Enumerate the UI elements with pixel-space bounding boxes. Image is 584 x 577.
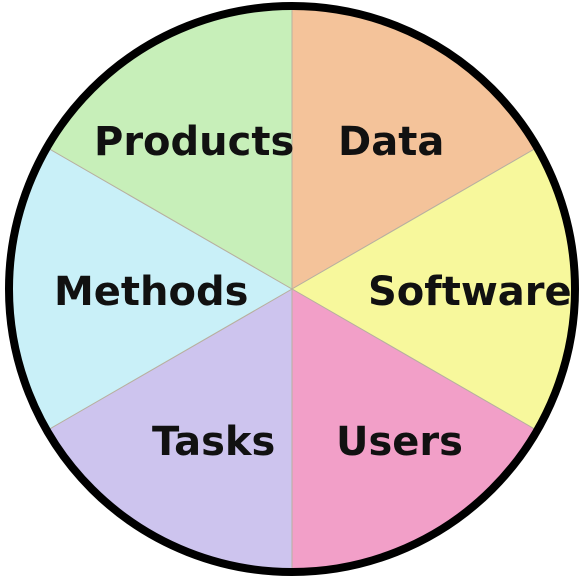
wheel-rim [5, 2, 579, 576]
wheel-labels: Data Software Users Tasks Methods Produc… [54, 119, 572, 465]
label-data: Data [338, 119, 444, 165]
label-tasks: Tasks [152, 419, 275, 465]
label-products: Products [94, 119, 294, 165]
label-users: Users [336, 419, 463, 465]
label-software: Software [368, 269, 572, 315]
label-methods: Methods [54, 269, 248, 315]
